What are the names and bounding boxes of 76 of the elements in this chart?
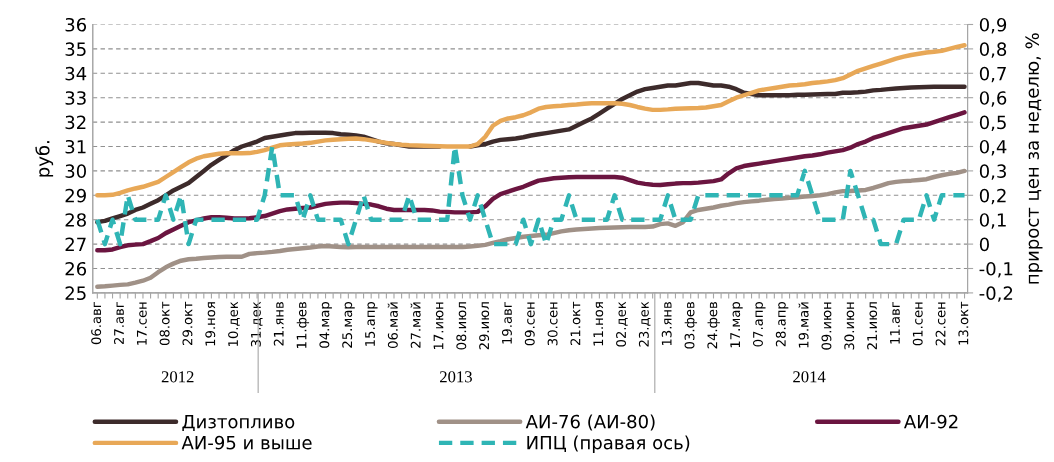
x-tick-label: 17.июн — [433, 302, 444, 350]
x-tick-label: 19.авг — [501, 301, 512, 344]
x-tick-label: 08.июл — [456, 302, 467, 350]
y-tick-label: 31 — [65, 139, 86, 154]
x-tick-label: 03.фев — [684, 302, 698, 349]
y2-tick-label: 0,5 — [979, 115, 1006, 132]
y-tick-label: 33 — [65, 91, 86, 105]
y2-tick-label: 0,7 — [979, 66, 1006, 83]
y-tick-label: 28 — [65, 213, 86, 227]
line-series — [95, 144, 967, 247]
y-tick-label: 34 — [65, 66, 87, 81]
line-series — [95, 168, 967, 290]
y2-tick-label: 0,2 — [979, 188, 1006, 205]
line-series — [95, 43, 967, 198]
y2-tick-label: 0,3 — [979, 164, 1006, 180]
y2-tick-label: 0,6 — [979, 91, 1007, 107]
x2-tick-label: 2013 — [440, 371, 472, 383]
y-tick-label: 35 — [65, 42, 86, 56]
x-tick-label: 21.июл — [867, 302, 878, 350]
x-tick-label: 08.окт — [159, 301, 170, 346]
x-tick-label: 11.фев — [296, 302, 310, 348]
x-tick-label: 19.май — [798, 302, 809, 348]
x-tick-label: 22.сен — [935, 302, 946, 346]
y2-tick-label: 0 — [979, 237, 989, 252]
y2-tick-label: -0,1 — [979, 261, 1013, 278]
y2-tick-label: 0,8 — [979, 42, 1007, 58]
x-tick-label: 01.сен — [912, 302, 923, 346]
x-tick-label: 30.июн — [844, 302, 855, 350]
y-tick-label: 30 — [65, 164, 86, 179]
x-tick-label: 09.сен — [524, 302, 535, 346]
x-tick-label: 25.мар — [342, 301, 355, 348]
x-tick-label: 04.мар — [319, 301, 332, 348]
x-tick-label: 17.мар — [730, 301, 743, 348]
x-tick-label: 21.окт — [570, 301, 581, 345]
x-tick-label: 09.июн — [821, 302, 832, 350]
y2-tick-label: -0,2 — [979, 286, 1013, 302]
x-tick-label: 29.окт — [182, 301, 193, 345]
y2-tick-label: 0,1 — [979, 213, 1006, 229]
x-tick-label: 06.май — [387, 302, 398, 348]
x-tick-label: 23.дек — [638, 301, 651, 347]
x-tick-label: 13.окт — [958, 301, 969, 345]
legend-label: ИПЦ (правая ось) — [527, 435, 690, 453]
y-tick-label: 26 — [65, 261, 87, 276]
x-tick-label: 29.июл — [479, 302, 490, 350]
x-tick-label: 17.сен — [136, 302, 147, 345]
x-tick-label: 06.авг — [91, 301, 102, 345]
legend-label: АИ-95 и выше — [181, 435, 312, 450]
y-tick-label: 32 — [65, 115, 86, 130]
x-tick-label: 15.апр — [365, 301, 378, 346]
x-tick-label: 02.дек — [616, 301, 628, 347]
y2-axis-title: прирост цен за неделю, % — [1025, 33, 1043, 284]
legend-label: АИ-92 — [903, 414, 958, 429]
y-axis-title: руб. — [35, 141, 54, 177]
x-tick-label: 28.апр — [775, 301, 789, 347]
x-tick-label: 11.ноя — [593, 302, 604, 346]
y2-tick-label: 0,9 — [979, 17, 1007, 34]
x-tick-label: 30.сен — [547, 302, 558, 346]
x2-tick-label: 2014 — [793, 371, 826, 383]
x-tick-label: 27.май — [410, 302, 421, 348]
x-tick-label: 21.янв — [273, 302, 284, 346]
x-tick-label: 19.ноя — [205, 302, 216, 346]
x-tick-label: 11.авг — [890, 301, 900, 344]
y-tick-label: 36 — [65, 17, 87, 32]
y-tick-label: 25 — [65, 286, 86, 301]
x-tick-label: 27.авг — [113, 301, 124, 345]
legend-label: АИ-76 (АИ-80) — [525, 414, 655, 431]
x-tick-label: 13.янв — [661, 302, 672, 346]
legend-label: Дизтопливо — [182, 414, 295, 431]
x-tick-label: 07.апр — [752, 301, 766, 347]
y2-tick-label: 0,4 — [979, 139, 1007, 156]
y-tick-label: 29 — [65, 188, 86, 203]
x-tick-label: 31.дек — [250, 301, 263, 347]
y-tick-label: 27 — [65, 237, 86, 251]
x2-tick-label: 2012 — [161, 371, 194, 383]
x-tick-label: 10.дек — [228, 301, 240, 346]
x-tick-label: 24.фев — [707, 302, 720, 349]
